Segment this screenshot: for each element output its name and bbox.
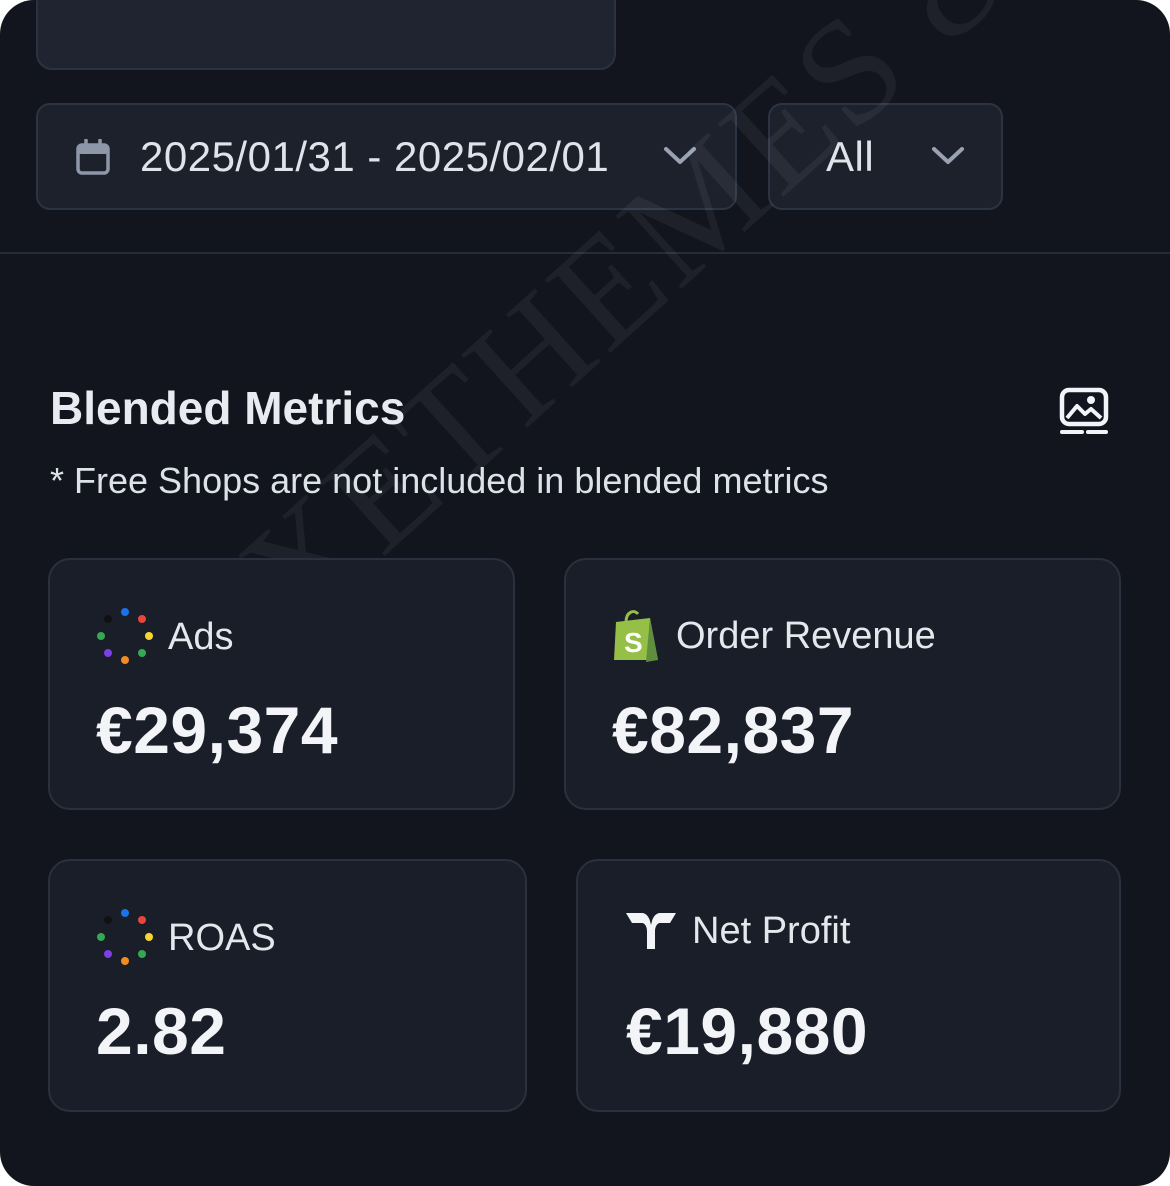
segment-select[interactable]: All bbox=[768, 103, 1003, 210]
shopify-bag-icon: S bbox=[614, 610, 658, 662]
section-title: Blended Metrics bbox=[50, 382, 406, 434]
ads-dots-icon bbox=[97, 909, 153, 965]
divider bbox=[0, 252, 1170, 254]
metric-label: ROAS bbox=[168, 916, 276, 959]
chevron-down-icon bbox=[664, 147, 696, 164]
metric-card-header: Net Profit bbox=[624, 909, 850, 953]
metric-value: €29,374 bbox=[96, 693, 339, 767]
svg-text:S: S bbox=[624, 627, 643, 658]
segment-label: All bbox=[826, 132, 875, 180]
metric-card-roas[interactable]: ROAS 2.82 bbox=[48, 859, 527, 1112]
metric-value: 2.82 bbox=[96, 994, 227, 1068]
chevron-down-icon bbox=[932, 147, 964, 164]
metric-card-header: S Order Revenue bbox=[610, 608, 936, 664]
metric-label: Net Profit bbox=[692, 909, 851, 952]
ads-dots-icon bbox=[97, 608, 153, 664]
metric-card-ads[interactable]: Ads €29,374 bbox=[48, 558, 515, 810]
date-range-picker[interactable]: 2025/01/31 - 2025/02/01 bbox=[36, 103, 737, 210]
metric-card-order-revenue[interactable]: S Order Revenue €82,837 bbox=[564, 558, 1121, 810]
brand-logo-icon bbox=[626, 913, 676, 949]
metric-label: Ads bbox=[168, 615, 234, 658]
metric-card-header: Ads bbox=[96, 608, 233, 666]
metric-value: €82,837 bbox=[612, 693, 855, 767]
section-note: * Free Shops are not included in blended… bbox=[50, 460, 829, 501]
top-card[interactable] bbox=[36, 0, 616, 70]
image-export-icon[interactable] bbox=[1058, 386, 1110, 438]
calendar-icon bbox=[76, 138, 110, 175]
date-range-label: 2025/01/31 - 2025/02/01 bbox=[140, 132, 610, 180]
metric-card-net-profit[interactable]: Net Profit €19,880 bbox=[576, 859, 1121, 1112]
metric-label: Order Revenue bbox=[676, 614, 936, 657]
metric-value: €19,880 bbox=[626, 994, 869, 1068]
metric-card-header: ROAS bbox=[96, 909, 276, 967]
